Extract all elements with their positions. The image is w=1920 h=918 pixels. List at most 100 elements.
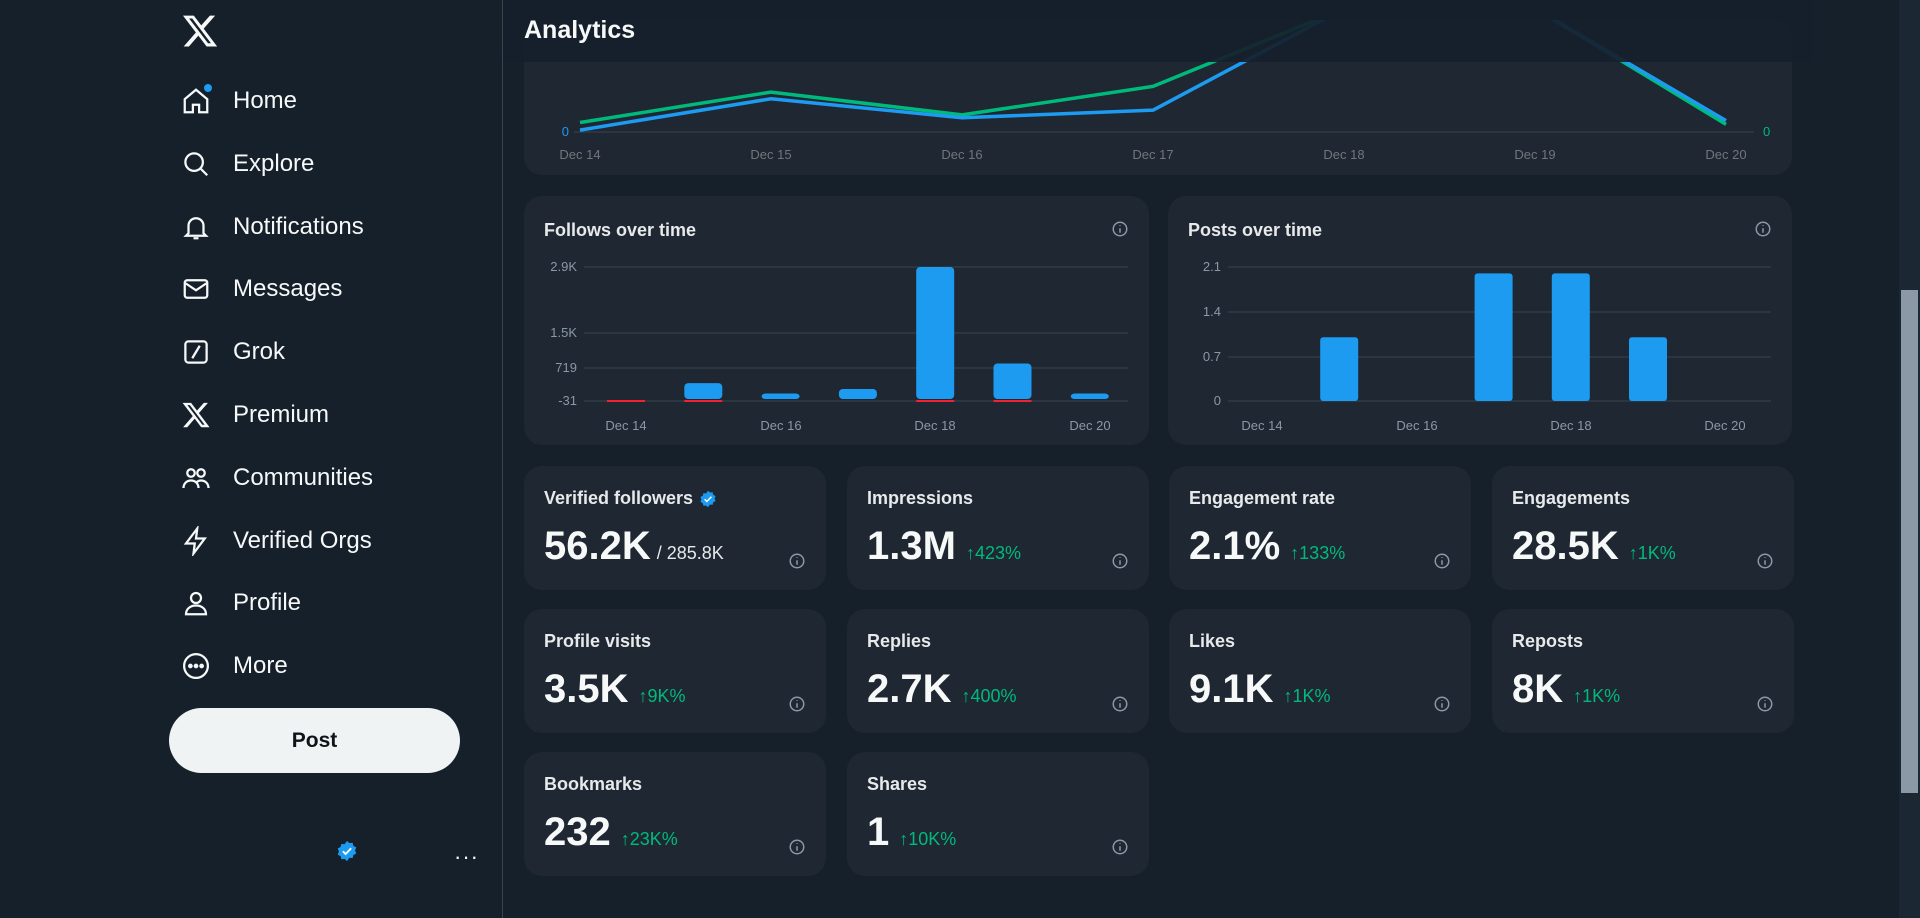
stat-card-bookmarks[interactable]: Bookmarks 232 ↑23K% — [524, 752, 826, 876]
lightning-icon — [183, 526, 207, 556]
follows-bar[interactable] — [684, 383, 723, 399]
stat-delta: ↑1K% — [1283, 686, 1331, 706]
verified-badge-icon — [700, 490, 716, 507]
x-tick: Dec 18 — [1550, 418, 1591, 433]
info-icon[interactable] — [1433, 695, 1451, 713]
follows-bar[interactable] — [916, 267, 955, 399]
account-more-button[interactable]: ··· — [454, 844, 479, 869]
stat-value-row: 56.2K / 285.8K — [544, 524, 724, 569]
stat-label: Impressions — [867, 488, 974, 508]
info-icon[interactable] — [1756, 695, 1774, 713]
x-logo-icon[interactable] — [181, 12, 219, 50]
info-icon[interactable] — [1433, 552, 1451, 570]
stat-value: 3.5K — [544, 667, 629, 711]
person-icon — [184, 591, 208, 616]
unfollows-bar[interactable] — [993, 400, 1032, 402]
stat-card-replies[interactable]: Replies 2.7K ↑400% — [847, 609, 1149, 733]
nav-profile[interactable]: Profile — [168, 575, 301, 631]
stat-label: Engagements — [1512, 488, 1631, 508]
info-icon[interactable] — [788, 838, 806, 856]
posts-bar[interactable] — [1320, 337, 1359, 401]
stat-value-row: 232 ↑23K% — [544, 810, 678, 855]
stat-card-profile-visits[interactable]: Profile visits 3.5K ↑9K% — [524, 609, 826, 733]
page-title: Analytics — [524, 16, 636, 44]
scrollbar-thumb[interactable] — [1901, 290, 1918, 793]
stat-card-shares[interactable]: Shares 1 ↑10K% — [847, 752, 1149, 876]
stat-value-row: 9.1K ↑1K% — [1189, 667, 1331, 712]
gridlines — [584, 266, 1128, 402]
nav-more[interactable]: More — [168, 638, 288, 694]
x-tick: Dec 20 — [1704, 418, 1745, 433]
info-icon[interactable] — [1111, 695, 1129, 713]
nav-home[interactable]: Home — [168, 73, 297, 129]
stat-label-row: Verified followers — [544, 488, 717, 509]
unfollows-bar[interactable] — [916, 400, 955, 402]
posts-bar[interactable] — [1551, 273, 1590, 401]
stat-card-verified-followers[interactable]: Verified followers 56.2K / 285.8K — [524, 466, 826, 590]
nav-grok[interactable]: Grok — [168, 324, 285, 380]
stat-delta: ↑400% — [961, 686, 1017, 706]
y-tick: 2.9K — [550, 259, 577, 274]
chart-title: Posts over time — [1188, 220, 1323, 240]
stat-card-impressions[interactable]: Impressions 1.3M ↑423% — [847, 466, 1149, 590]
y-tick: 0 — [1214, 393, 1221, 408]
nav-messages[interactable]: Messages — [168, 261, 342, 317]
info-icon[interactable] — [1111, 552, 1129, 570]
follows-bar[interactable] — [761, 393, 800, 399]
stat-total: / 285.8K — [656, 543, 724, 563]
stat-delta: ↑10K% — [899, 829, 957, 849]
info-icon[interactable] — [1756, 552, 1774, 570]
nav-premium[interactable]: Premium — [168, 387, 329, 443]
stat-delta: ↑133% — [1290, 543, 1346, 563]
stat-card-reposts[interactable]: Reposts 8K ↑1K% — [1492, 609, 1794, 733]
follows-over-time-card: Follows over time 2.9K 1.5K 719 -31 Dec … — [524, 196, 1149, 445]
grok-icon — [184, 340, 208, 364]
nav-explore[interactable]: Explore — [168, 136, 314, 192]
stat-label: Reposts — [1512, 631, 1584, 651]
stat-card-engagements[interactable]: Engagements 28.5K ↑1K% — [1492, 466, 1794, 590]
follows-bar[interactable] — [1070, 393, 1109, 399]
series-line-green — [579, 20, 1727, 126]
stat-label: Replies — [867, 631, 932, 651]
posts-bar[interactable] — [1474, 273, 1513, 401]
stat-delta: ↑423% — [965, 543, 1021, 563]
x-tick: Dec 18 — [1323, 147, 1364, 162]
stat-value-row: 1 ↑10K% — [867, 810, 956, 855]
stat-card-likes[interactable]: Likes 9.1K ↑1K% — [1169, 609, 1471, 733]
stat-delta: ↑23K% — [620, 829, 678, 849]
x-tick: Dec 16 — [1396, 418, 1437, 433]
nav-label: Notifications — [233, 213, 364, 240]
nav-communities[interactable]: Communities — [168, 450, 373, 506]
nav-label: Verified Orgs — [233, 527, 372, 554]
unfollows-bar[interactable] — [684, 400, 723, 402]
posts-bar[interactable] — [1629, 337, 1667, 401]
x-tick: Dec 18 — [914, 418, 955, 433]
info-icon[interactable] — [1111, 220, 1129, 238]
chart-title: Follows over time — [544, 220, 697, 240]
series-line-blue — [579, 20, 1727, 132]
main-content: Analytics 0 0 Dec 14 Dec 15 Dec 16 Dec 1… — [503, 0, 1813, 918]
info-icon[interactable] — [1111, 838, 1129, 856]
people-icon — [182, 468, 210, 489]
post-button[interactable]: Post — [169, 708, 460, 773]
unfollows-bar[interactable] — [607, 400, 645, 402]
y-tick: 0.7 — [1203, 349, 1221, 364]
y-tick: -31 — [558, 393, 577, 408]
stat-value: 232 — [544, 810, 611, 854]
nav-verified-orgs[interactable]: Verified Orgs — [168, 513, 372, 569]
info-icon[interactable] — [788, 695, 806, 713]
follows-bar[interactable] — [993, 363, 1032, 399]
info-icon[interactable] — [1754, 220, 1772, 238]
sidebar: Home Explore Notifications Messages Grok… — [0, 0, 503, 918]
scrollbar[interactable] — [1899, 0, 1920, 918]
x-tick: Dec 15 — [750, 147, 791, 162]
stat-card-engagement-rate[interactable]: Engagement rate 2.1% ↑133% — [1169, 466, 1471, 590]
follows-bar-chart: 2.9K 1.5K 719 -31 Dec 14 Dec 16 Dec 18 D… — [550, 259, 1128, 433]
line-chart: 0 0 Dec 14 Dec 15 Dec 16 Dec 17 Dec 18 D… — [559, 20, 1770, 162]
y-tick: 719 — [555, 360, 577, 375]
info-icon[interactable] — [788, 552, 806, 570]
x-tick: Dec 14 — [605, 418, 646, 433]
stat-delta: ↑1K% — [1573, 686, 1621, 706]
follows-bar[interactable] — [838, 388, 877, 399]
nav-notifications[interactable]: Notifications — [168, 199, 364, 255]
